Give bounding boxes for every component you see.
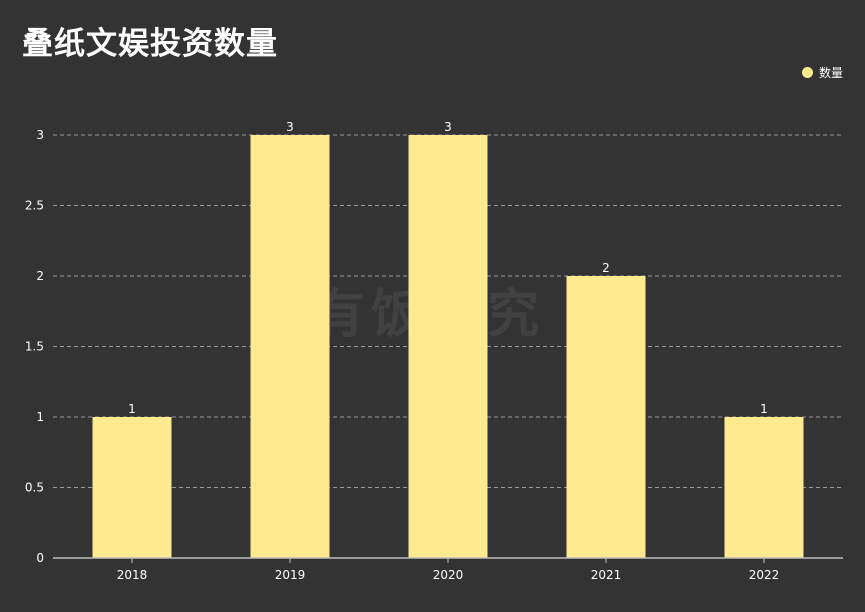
bar-value-label: 1 bbox=[760, 402, 768, 416]
bar-2021[interactable] bbox=[566, 276, 646, 558]
bar-value-label: 2 bbox=[602, 261, 610, 275]
x-tick-label: 2018 bbox=[117, 568, 148, 582]
y-tick-label: 2.5 bbox=[25, 199, 44, 213]
bar-2018[interactable] bbox=[92, 417, 172, 558]
legend-marker bbox=[801, 67, 813, 78]
bar-2019[interactable] bbox=[250, 135, 330, 558]
x-tick-label: 2022 bbox=[749, 568, 780, 582]
x-tick-label: 2021 bbox=[591, 568, 622, 582]
legend[interactable]: 数量 bbox=[801, 64, 843, 81]
bar-2022[interactable] bbox=[724, 417, 804, 558]
legend-label: 数量 bbox=[818, 66, 843, 80]
chart-title: 叠纸文娱投资数量 bbox=[22, 26, 278, 62]
x-tick-label: 2020 bbox=[433, 568, 464, 582]
bars: 1 3 3 2 1 bbox=[92, 120, 804, 558]
y-tick-label: 0 bbox=[36, 551, 44, 565]
bar-value-label: 3 bbox=[444, 120, 452, 134]
y-tick-label: 0.5 bbox=[25, 481, 44, 495]
bar-value-label: 3 bbox=[286, 120, 294, 134]
y-tick-label: 1.5 bbox=[25, 340, 44, 354]
bar-value-label: 1 bbox=[128, 402, 136, 416]
x-tick-label: 2019 bbox=[275, 568, 306, 582]
bar-2020[interactable] bbox=[408, 135, 488, 558]
y-tick-label: 2 bbox=[36, 269, 44, 283]
x-axis-ticks: 2018 2019 2020 2021 2022 bbox=[117, 558, 780, 582]
y-axis-ticks: 0 0.5 1 1.5 2 2.5 3 bbox=[25, 128, 44, 565]
y-tick-label: 3 bbox=[36, 128, 44, 142]
y-tick-label: 1 bbox=[36, 410, 44, 424]
